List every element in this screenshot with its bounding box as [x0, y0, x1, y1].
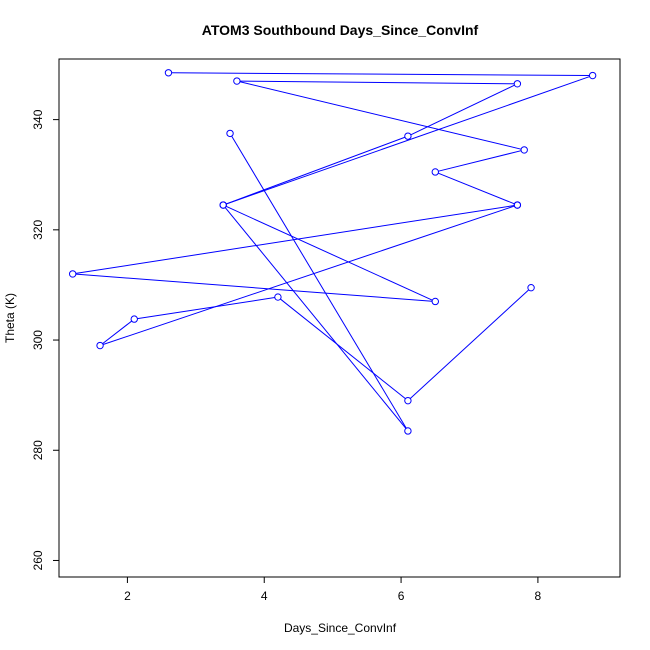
series-line-segment — [409, 289, 530, 399]
x-tick-label: 4 — [261, 589, 268, 603]
y-axis-label: Theta (K) — [3, 293, 17, 343]
series-line-segment — [226, 136, 406, 205]
data-point — [527, 283, 535, 292]
series-line-segment — [231, 135, 407, 429]
data-point — [513, 80, 522, 88]
plot-frame — [58, 58, 621, 578]
data-point — [513, 201, 522, 209]
x-tick-label: 6 — [398, 589, 405, 603]
series-line-segment — [226, 76, 590, 205]
y-tick-label: 340 — [31, 109, 45, 129]
series-line-segment — [280, 298, 406, 400]
series-line-segment — [137, 297, 275, 320]
data-point — [130, 315, 138, 323]
series-line-segment — [75, 205, 515, 274]
data-point — [431, 168, 439, 176]
data-point — [219, 201, 227, 209]
series-line-segment — [225, 205, 433, 301]
y-tick-label: 320 — [31, 219, 45, 239]
x-axis-label: Days_Since_ConvInf — [284, 621, 397, 635]
data-series-1 — [96, 69, 597, 405]
data-point — [68, 270, 77, 278]
data-point — [588, 71, 597, 80]
series-line-segment — [75, 273, 433, 302]
series-layer — [68, 69, 597, 435]
y-tick-label: 280 — [31, 440, 45, 460]
data-point — [404, 396, 412, 405]
series-line-segment — [239, 81, 522, 150]
x-tick-label: 2 — [124, 589, 131, 603]
series-line-segment — [102, 205, 515, 346]
series-line-segment — [224, 207, 407, 429]
data-point — [404, 132, 412, 140]
series-line-segment — [438, 172, 515, 205]
y-tick-label: 300 — [31, 330, 45, 350]
data-point — [520, 146, 528, 154]
data-point — [164, 69, 173, 77]
series-line-segment — [102, 320, 133, 344]
data-point — [226, 129, 234, 138]
series-line-segment — [240, 80, 515, 85]
data-point — [274, 293, 282, 301]
series-line-segment — [410, 84, 515, 136]
data-point — [431, 297, 439, 306]
y-tick-label: 260 — [31, 550, 45, 570]
chart-title: ATOM3 Southbound Days_Since_ConvInf — [202, 22, 479, 38]
data-point — [404, 427, 412, 435]
data-point — [96, 341, 104, 350]
x-axis: 2 4 6 8 — [124, 577, 542, 603]
x-tick-label: 8 — [535, 589, 542, 603]
data-point — [233, 77, 241, 85]
series-line-segment — [171, 72, 590, 77]
y-axis: 260 280 300 320 340 — [31, 109, 59, 570]
series-line-segment — [438, 150, 522, 172]
data-series-2 — [68, 129, 522, 435]
